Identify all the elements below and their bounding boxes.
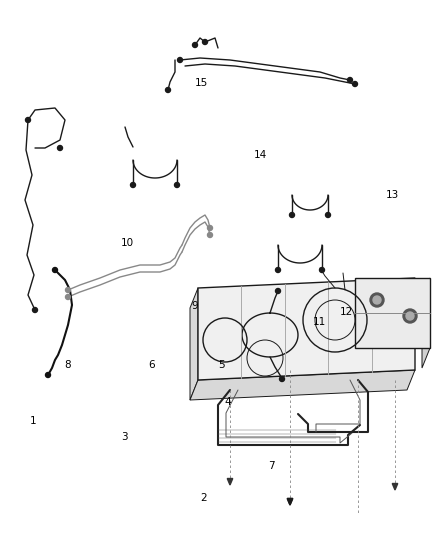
Polygon shape xyxy=(355,278,430,348)
Circle shape xyxy=(353,82,357,86)
Text: 8: 8 xyxy=(64,360,71,370)
Text: 9: 9 xyxy=(191,302,198,311)
Circle shape xyxy=(403,309,417,323)
Polygon shape xyxy=(422,278,430,368)
Circle shape xyxy=(202,39,208,44)
Text: 14: 14 xyxy=(254,150,267,159)
Circle shape xyxy=(208,225,212,230)
Circle shape xyxy=(192,43,198,47)
Circle shape xyxy=(276,288,280,294)
Circle shape xyxy=(46,373,50,377)
Circle shape xyxy=(325,213,331,217)
Circle shape xyxy=(373,296,381,304)
Text: 12: 12 xyxy=(339,307,353,317)
Circle shape xyxy=(370,293,384,307)
Polygon shape xyxy=(190,370,415,400)
Text: 10: 10 xyxy=(120,238,134,247)
Polygon shape xyxy=(287,498,293,505)
Circle shape xyxy=(276,268,280,272)
Circle shape xyxy=(290,213,294,217)
Text: 3: 3 xyxy=(121,432,128,442)
Circle shape xyxy=(174,182,180,188)
Circle shape xyxy=(406,312,414,320)
Circle shape xyxy=(208,232,212,238)
Polygon shape xyxy=(227,479,233,485)
Circle shape xyxy=(57,146,63,150)
Circle shape xyxy=(279,376,285,382)
Polygon shape xyxy=(198,278,415,380)
Circle shape xyxy=(347,77,353,83)
Text: 15: 15 xyxy=(195,78,208,87)
Text: 11: 11 xyxy=(313,318,326,327)
Circle shape xyxy=(66,287,71,293)
Circle shape xyxy=(66,295,71,300)
Circle shape xyxy=(53,268,57,272)
Text: 1: 1 xyxy=(29,416,36,426)
Text: 7: 7 xyxy=(268,462,275,471)
Polygon shape xyxy=(287,498,293,505)
Circle shape xyxy=(166,87,170,93)
Text: 4: 4 xyxy=(224,398,231,407)
Circle shape xyxy=(131,182,135,188)
Text: 13: 13 xyxy=(385,190,399,199)
Text: 6: 6 xyxy=(148,360,155,370)
Circle shape xyxy=(25,117,31,123)
Circle shape xyxy=(177,58,183,62)
Circle shape xyxy=(32,308,38,312)
Circle shape xyxy=(319,268,325,272)
Polygon shape xyxy=(392,483,398,490)
Text: 2: 2 xyxy=(200,494,207,503)
Polygon shape xyxy=(190,288,198,400)
Text: 5: 5 xyxy=(218,360,225,370)
